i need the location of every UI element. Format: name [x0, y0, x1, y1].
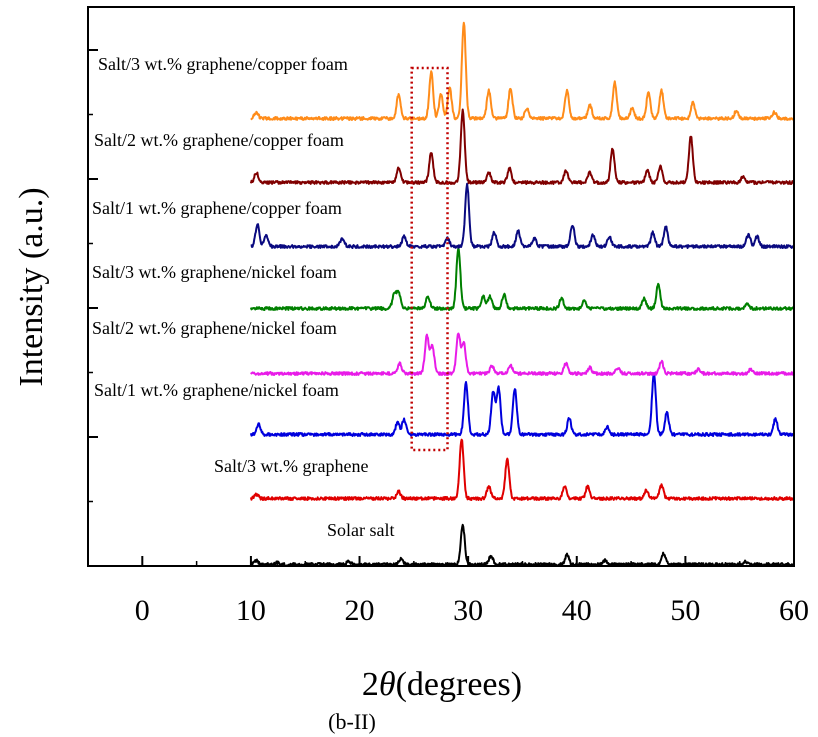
x-tick-label: 60 — [779, 594, 809, 627]
x-tick-label: 10 — [236, 594, 266, 627]
series-label: Salt/3 wt.% graphene/nickel foam — [92, 262, 337, 282]
series-line — [249, 108, 795, 185]
series-label: Solar salt — [327, 520, 395, 540]
x-axis-label: 2θ(degrees) — [362, 666, 522, 703]
series-line — [249, 438, 795, 501]
x-tick-label: 0 — [135, 594, 150, 627]
series-label: Salt/3 wt.% graphene — [214, 456, 368, 476]
series-label: Salt/2 wt.% graphene/copper foam — [94, 130, 344, 150]
x-ticks: 0 10 20 30 40 50 60 — [87, 556, 809, 627]
series-line — [250, 182, 795, 249]
series-line — [250, 332, 795, 376]
x-tick-label: 40 — [562, 594, 592, 627]
plot-frame — [87, 6, 795, 567]
x-tick-label: 20 — [345, 594, 375, 627]
x-tick-label: 50 — [670, 594, 700, 627]
series-line — [250, 21, 795, 121]
y-axis-label: Intensity (a.u.) — [13, 187, 50, 386]
series-label: Salt/2 wt.% graphene/nickel foam — [92, 318, 337, 338]
highlight-box — [410, 66, 449, 452]
figure-caption: (b-II) — [328, 709, 376, 734]
series-label: Salt/3 wt.% graphene/copper foam — [98, 54, 348, 74]
x-tick-label: 30 — [453, 594, 483, 627]
series-line — [249, 246, 795, 311]
traces — [249, 21, 795, 567]
series-labels: Solar salt Salt/3 wt.% graphene Salt/1 wt.… — [92, 54, 395, 540]
series-line — [249, 373, 795, 437]
series-label: Salt/1 wt.% graphene/nickel foam — [94, 380, 339, 400]
y-ticks — [88, 49, 98, 567]
series-label: Salt/1 wt.% graphene/copper foam — [92, 198, 342, 218]
